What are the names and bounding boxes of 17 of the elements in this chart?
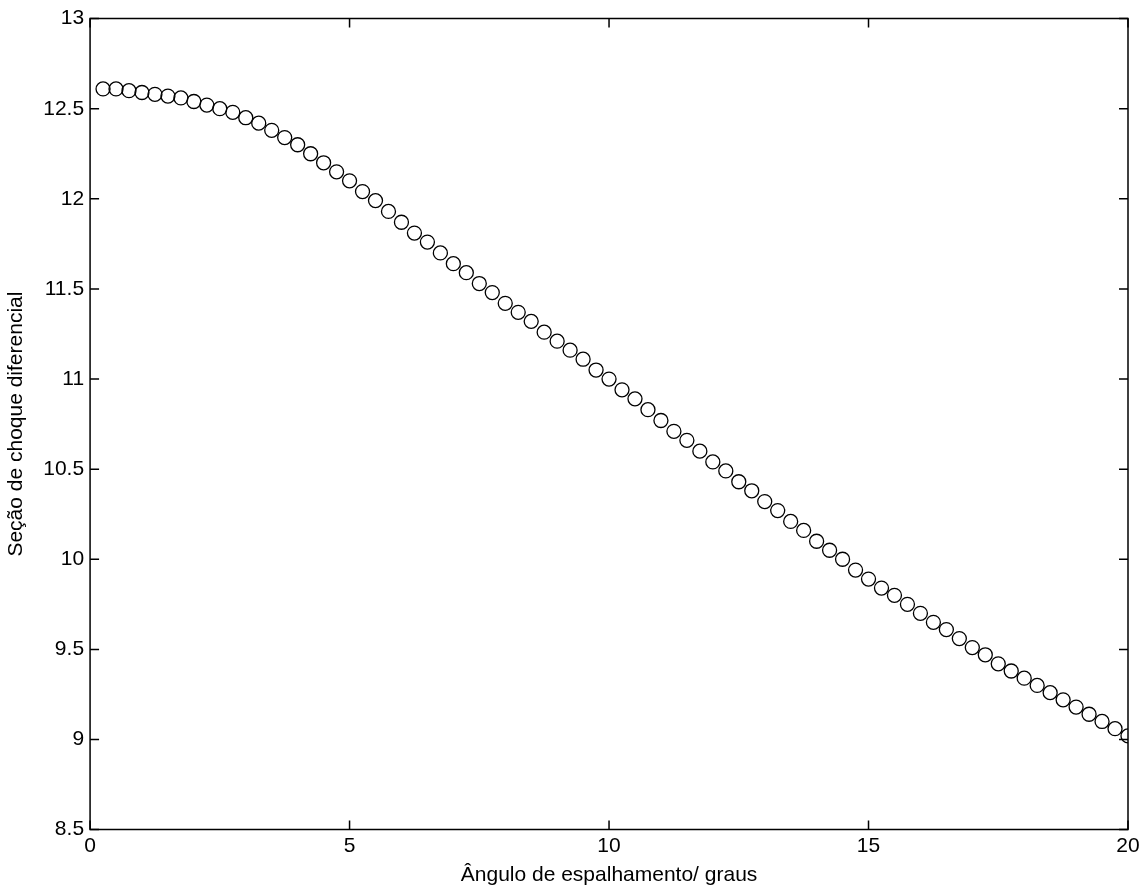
y-tick-label: 11 [62, 365, 85, 389]
y-tick-label: 12.5 [43, 95, 85, 119]
y-tick-label: 11.5 [44, 275, 85, 299]
x-tick-label: 15 [856, 833, 881, 856]
y-tick-label: 10 [60, 546, 85, 570]
x-tick-label: 0 [84, 833, 96, 856]
x-tick-label: 5 [343, 833, 356, 856]
y-tick-label: 8.5 [54, 816, 85, 840]
y-tick-label: 10.5 [43, 455, 85, 479]
y-tick-label: 9.5 [54, 636, 85, 660]
y-tick-label: 9 [72, 726, 85, 750]
y-tick-label: 13 [60, 5, 85, 29]
x-tick-label: 20 [1116, 833, 1140, 856]
x-tick-label: 10 [597, 833, 621, 856]
y-tick-label: 12 [60, 185, 85, 209]
y-axis-title: Seção de choque diferencial [3, 291, 27, 557]
x-axis-title: Ângulo de espalhamento/ graus [460, 862, 758, 886]
